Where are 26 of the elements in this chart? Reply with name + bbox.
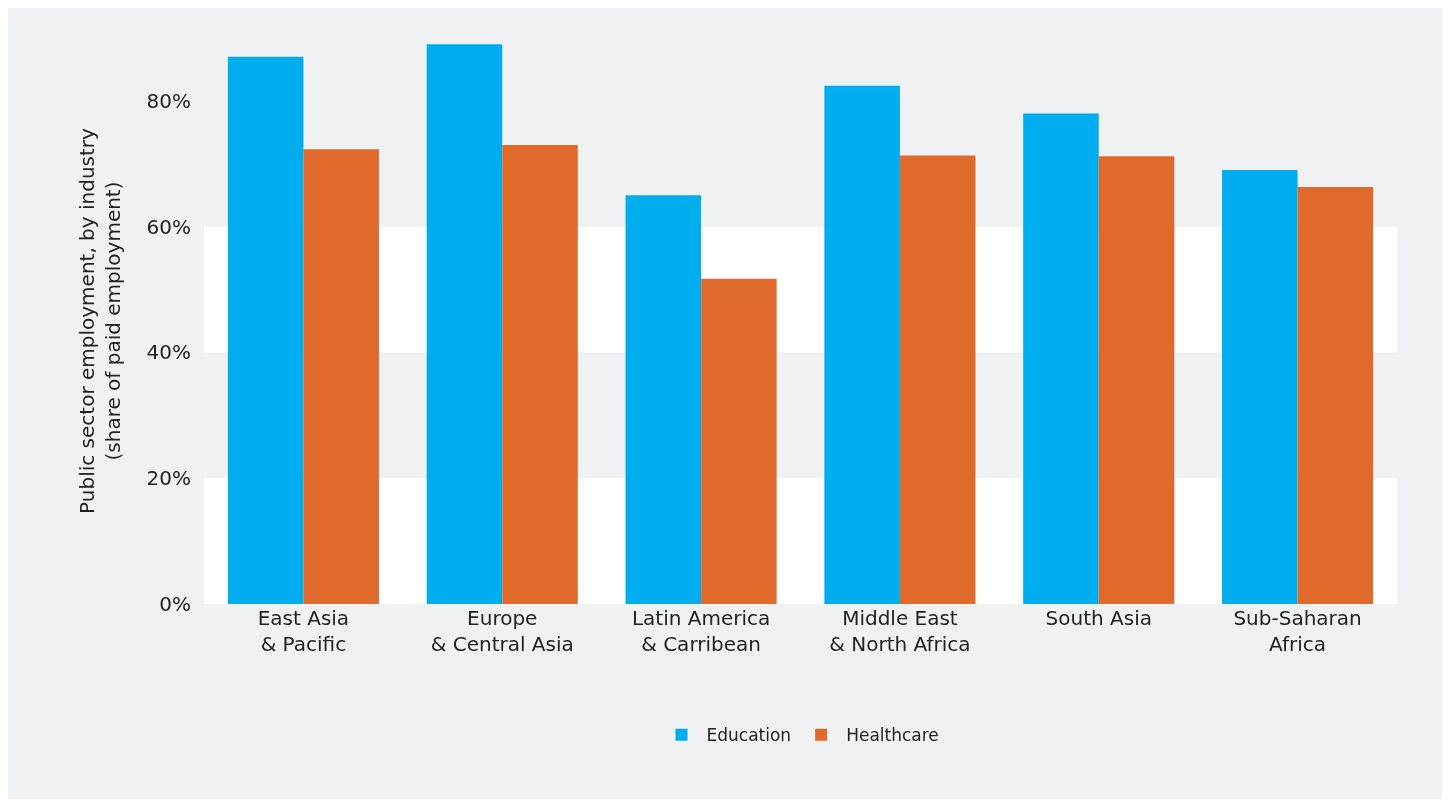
y-tick-label: 0% [159, 592, 191, 616]
x-tick-label: Middle East & North Africa [829, 606, 971, 656]
bar [1222, 170, 1298, 604]
legend-label: Healthcare [846, 725, 939, 746]
x-tick-label: South Asia [1045, 606, 1152, 630]
bar [824, 85, 900, 604]
bar [502, 144, 578, 604]
bar [1098, 156, 1175, 604]
x-tick-label: Sub-Saharan Africa [1233, 606, 1362, 656]
bar [899, 155, 976, 604]
y-tick-label: 20% [146, 466, 191, 491]
bar [303, 149, 379, 604]
bar [426, 44, 503, 604]
bar [1023, 113, 1099, 604]
y-tick-label: 60% [146, 214, 191, 239]
y-tick-label: 40% [146, 340, 191, 365]
bar [1297, 187, 1374, 604]
bar [227, 56, 304, 604]
x-tick-label: Europe & Central Asia [430, 606, 574, 656]
y-axis-title: Public sector employment, by industry (share of paid employment) [75, 127, 126, 514]
legend-label: Education [706, 725, 792, 746]
bar [625, 195, 702, 604]
bar [701, 278, 777, 604]
y-tick-label: 80% [146, 88, 191, 113]
x-tick-label: Latin America & Carribean [631, 606, 771, 656]
x-tick-label: East Asia & Pacific [257, 606, 350, 656]
